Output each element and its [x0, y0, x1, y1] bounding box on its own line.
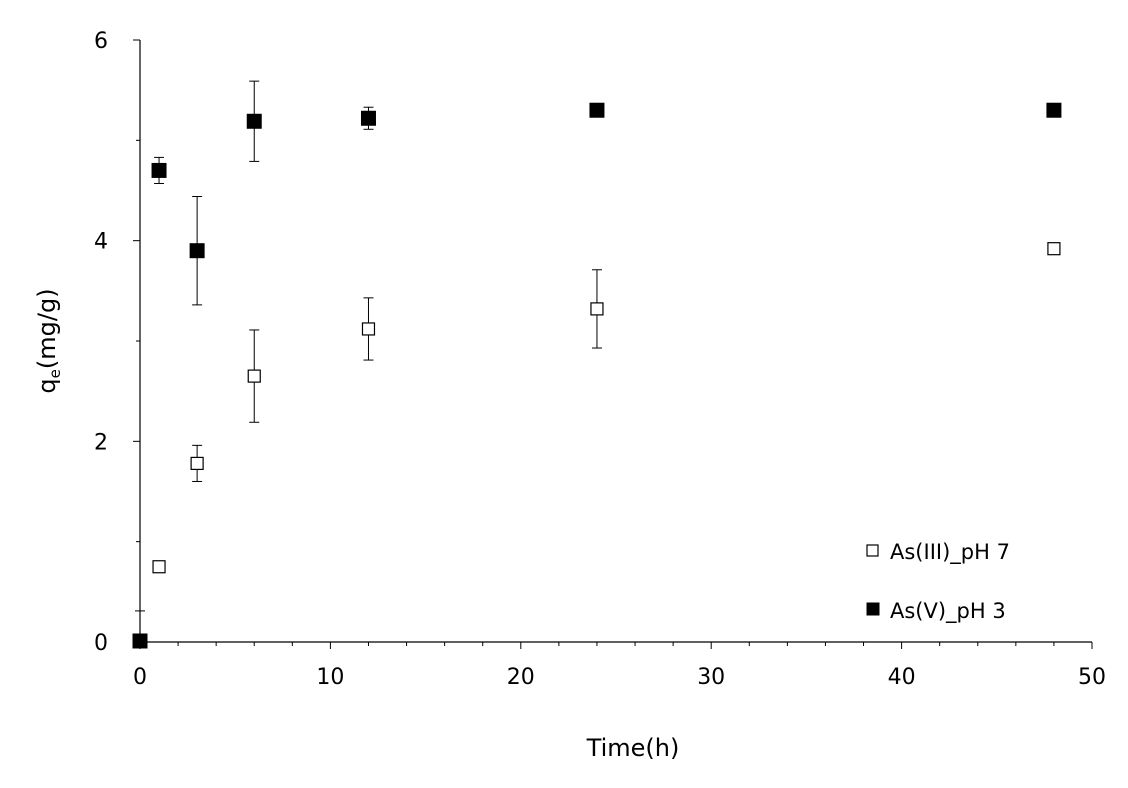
- x-tick-label: 50: [1078, 665, 1106, 690]
- legend-marker-as5: [866, 602, 880, 616]
- y-tick-label: 6: [94, 29, 108, 54]
- data-points: [132, 102, 1062, 649]
- error-bars: [135, 80, 602, 642]
- y-axis-title-rest: (mg/g): [33, 288, 61, 369]
- x-tick-label: 30: [697, 665, 725, 690]
- data-point-as5: [589, 102, 605, 118]
- y-axis-title-sub: e: [46, 369, 64, 378]
- data-point-as3: [190, 456, 204, 471]
- data-point-as5: [360, 110, 376, 126]
- y-tick-label: 0: [94, 631, 108, 656]
- data-point-as5: [1046, 102, 1062, 118]
- y-tick-label: 4: [94, 230, 108, 255]
- y-axis-title-main: q: [33, 378, 61, 393]
- x-tick-label: 20: [507, 665, 535, 690]
- data-point-as5: [132, 633, 148, 649]
- x-tick-label: 0: [133, 665, 147, 690]
- x-tick-label: 10: [316, 665, 344, 690]
- legend-label-as5: As(V)_pH 3: [890, 599, 1006, 624]
- legend-label-as3: As(III)_pH 7: [890, 540, 1010, 565]
- data-point-as3: [1047, 242, 1061, 256]
- data-point-as5: [151, 162, 167, 178]
- data-point-as3: [361, 322, 376, 336]
- data-point-as3: [590, 302, 604, 316]
- tick-labels: 0 10 20 30 40 50 0 2 4 6: [94, 29, 1106, 690]
- y-tick-label: 2: [94, 430, 108, 455]
- data-point-as5: [189, 243, 205, 259]
- y-axis-title: qe(mg/g): [33, 288, 64, 393]
- data-point-as3: [152, 560, 166, 574]
- x-tick-label: 40: [888, 665, 916, 690]
- data-point-as3: [247, 369, 261, 383]
- x-axis-title: Time(h): [586, 734, 680, 762]
- data-point-as5: [246, 113, 262, 129]
- legend-marker-as3: [866, 544, 879, 557]
- legend: As(III)_pH 7 As(V)_pH 3: [866, 540, 1010, 624]
